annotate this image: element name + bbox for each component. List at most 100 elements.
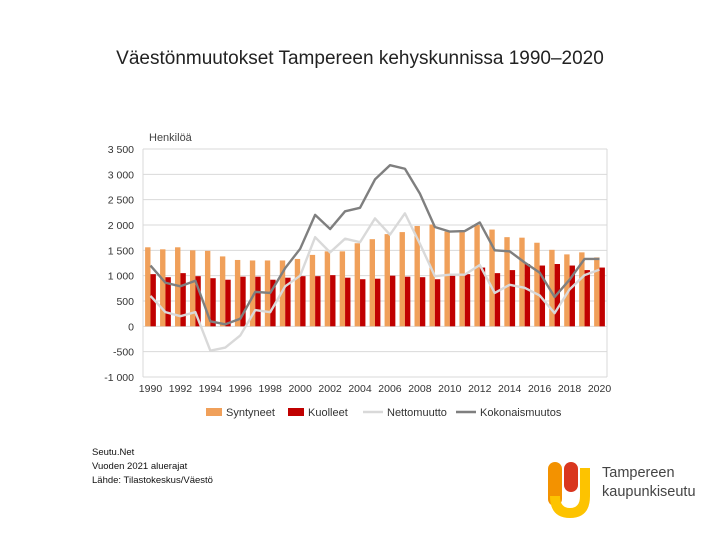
- bar-syntyneet: [399, 232, 405, 327]
- logo-text: Tampereen kaupunkiseutu: [602, 464, 696, 502]
- bar-syntyneet: [189, 250, 196, 327]
- bar-kuolleet: [404, 276, 411, 327]
- bar-syntyneet: [579, 252, 585, 327]
- bars: [145, 224, 605, 327]
- bar-kuolleet: [509, 270, 516, 327]
- x-tick-label: 2002: [318, 383, 342, 395]
- bar-kuolleet: [225, 279, 231, 327]
- bar-kuolleet: [255, 276, 261, 327]
- y-tick-label: 0: [128, 321, 134, 333]
- line-nettomuutto: [149, 212, 600, 352]
- legend-label: Nettomuutto: [387, 407, 447, 419]
- source-line-3: Lähde: Tilastokeskus/Väestö: [92, 475, 213, 486]
- bar-kuolleet: [569, 265, 575, 327]
- bar-syntyneet: [324, 251, 331, 327]
- y-tick-label: 2 500: [108, 195, 134, 207]
- bar-syntyneet: [534, 242, 540, 327]
- x-tick-label: 2008: [408, 383, 432, 395]
- legend-label: Kuolleet: [308, 407, 348, 419]
- bar-kuolleet: [195, 276, 201, 327]
- bar-syntyneet: [249, 260, 256, 327]
- slide-title: Väestönmuutokset Tampereen kehyskunnissa…: [116, 48, 604, 69]
- source-line-1: Seutu.Net: [92, 447, 135, 458]
- bar-syntyneet: [309, 254, 316, 327]
- bar-syntyneet: [369, 239, 375, 327]
- bar-syntyneet: [564, 254, 570, 327]
- y-tick-label: 2 000: [108, 220, 134, 232]
- x-tick-label: 2006: [378, 383, 402, 395]
- y-tick-label: 3 500: [108, 144, 134, 156]
- bar-kuolleet: [464, 274, 471, 327]
- bar-kuolleet: [285, 277, 291, 327]
- x-tick-label: 2010: [438, 383, 462, 395]
- bar-syntyneet: [459, 230, 465, 327]
- bar-kuolleet: [330, 275, 336, 327]
- bar-kuolleet: [345, 277, 351, 327]
- logo-text-line-1: Tampereen: [602, 465, 675, 481]
- x-tick-label: 2000: [288, 383, 312, 395]
- bar-kuolleet: [419, 277, 426, 327]
- x-tick-label: 1994: [199, 383, 223, 395]
- population-change-chart: -1 000 -500 0 500 1 000 1 500 2 000 2 500 3 000 3…: [104, 132, 612, 419]
- source-note: Seutu.Net Vuoden 2021 aluerajat Lähde: T…: [92, 446, 213, 488]
- bar-syntyneet: [519, 237, 525, 327]
- bar-syntyneet: [444, 231, 450, 327]
- y-axis-label: Henkilöä: [149, 132, 193, 144]
- x-tick-label: 2018: [558, 383, 582, 395]
- legend-swatch: [206, 408, 222, 416]
- x-tick-label: 2020: [588, 383, 612, 395]
- bar-syntyneet: [384, 234, 390, 327]
- bar-kuolleet: [315, 276, 321, 327]
- line-kokonaismuutos: [149, 164, 600, 326]
- lines: [149, 164, 600, 352]
- bar-kuolleet: [180, 273, 186, 327]
- x-tick-label: 1990: [139, 383, 163, 395]
- bar-kuolleet: [210, 278, 216, 327]
- bar-syntyneet: [204, 250, 211, 327]
- source-line-2: Vuoden 2021 aluerajat: [92, 461, 188, 472]
- bar-kuolleet: [494, 273, 501, 327]
- bar-syntyneet: [474, 225, 480, 327]
- bar-syntyneet: [145, 247, 151, 327]
- x-tick-label: 2004: [348, 383, 372, 395]
- logo-mark-icon: [548, 462, 590, 518]
- logo-yellow-arc: [550, 468, 590, 518]
- bar-kuolleet: [270, 279, 276, 327]
- bar-syntyneet: [219, 256, 226, 327]
- bar-syntyneet: [489, 229, 495, 327]
- bar-syntyneet: [504, 237, 510, 327]
- bar-syntyneet: [160, 249, 166, 327]
- tampereen-kaupunkiseutu-logo: Tampereen kaupunkiseutu: [544, 458, 696, 522]
- legend-label: Kokonaismuutos: [480, 407, 562, 419]
- bar-syntyneet: [354, 243, 361, 327]
- bar-syntyneet: [279, 260, 286, 327]
- bar-kuolleet: [375, 278, 381, 327]
- bar-kuolleet: [165, 277, 171, 327]
- bar-syntyneet: [549, 249, 555, 327]
- x-tick-label: 2014: [498, 383, 522, 395]
- bar-kuolleet: [584, 270, 590, 327]
- y-tick-label: -500: [113, 347, 134, 359]
- y-tick-label: 500: [116, 296, 134, 308]
- bar-syntyneet: [339, 251, 346, 327]
- bar-kuolleet: [599, 267, 605, 327]
- bar-kuolleet: [240, 276, 246, 327]
- bar-kuolleet: [539, 265, 546, 327]
- y-tick-label: 1 000: [108, 271, 134, 283]
- bar-kuolleet: [300, 276, 306, 327]
- x-tick-label: 2016: [528, 383, 552, 395]
- x-tick-label: 1992: [169, 383, 193, 395]
- bar-kuolleet: [449, 275, 456, 327]
- bar-kuolleet: [479, 267, 486, 327]
- x-tick-label: 1998: [259, 383, 283, 395]
- y-tick-label: 3 000: [108, 169, 134, 181]
- bar-kuolleet: [389, 275, 396, 327]
- logo-red-bar: [564, 462, 578, 492]
- legend-label: Syntyneet: [226, 407, 275, 419]
- x-tick-label: 1996: [229, 383, 253, 395]
- legend-swatch: [288, 408, 304, 416]
- bar-syntyneet: [414, 226, 420, 327]
- legend: Syntyneet Kuolleet Nettomuutto Kokonaismuut…: [206, 407, 562, 419]
- bar-syntyneet: [234, 259, 241, 327]
- y-tick-label: -1 000: [104, 372, 134, 384]
